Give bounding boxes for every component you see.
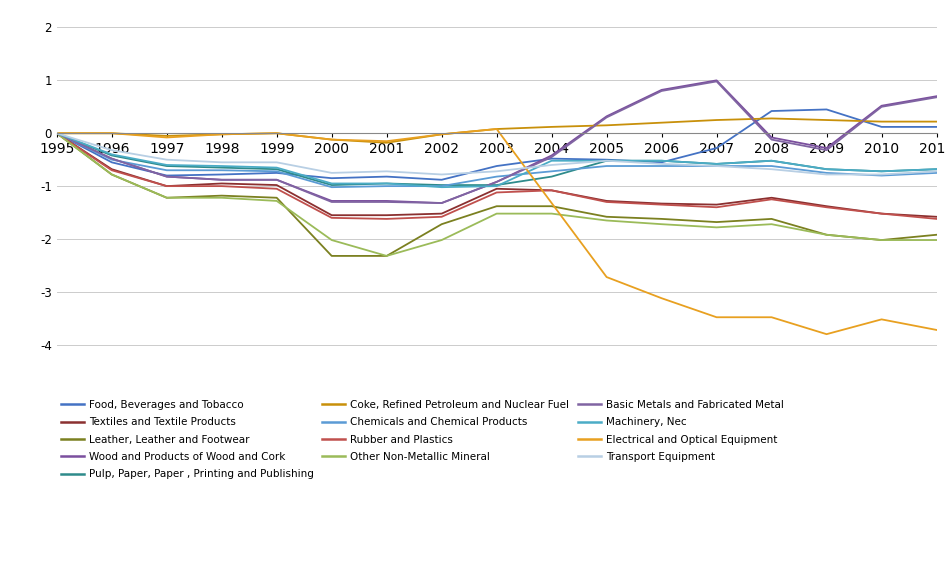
Legend: Food, Beverages and Tobacco, Textiles and Textile Products, Leather, Leather and: Food, Beverages and Tobacco, Textiles an… xyxy=(57,396,788,483)
